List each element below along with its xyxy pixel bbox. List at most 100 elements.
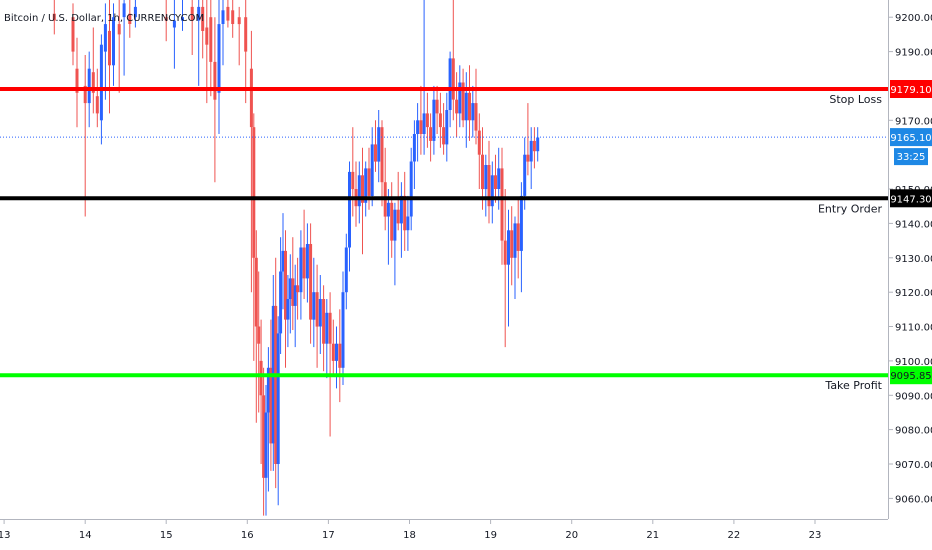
price-axis[interactable]: 9060.00 9070.00 9080.00 9090.00 9100.00 9110.… — [889, 13, 932, 505]
candle[interactable] — [299, 230, 303, 320]
candle[interactable] — [112, 3, 115, 86]
candle[interactable] — [416, 103, 420, 162]
candle[interactable] — [477, 113, 481, 189]
candle[interactable] — [399, 182, 403, 258]
candle[interactable] — [351, 127, 355, 217]
candle[interactable] — [519, 182, 523, 293]
candle[interactable] — [305, 223, 309, 303]
candle[interactable] — [318, 275, 322, 354]
candle[interactable] — [252, 113, 256, 361]
candle[interactable] — [322, 285, 326, 372]
candle[interactable] — [383, 147, 387, 231]
candle[interactable] — [348, 161, 351, 272]
candle[interactable] — [75, 37, 79, 128]
candle[interactable] — [296, 257, 300, 320]
candle[interactable] — [409, 147, 413, 231]
candle[interactable] — [281, 213, 285, 310]
candle[interactable] — [286, 275, 290, 348]
candle[interactable] — [494, 154, 497, 203]
candle[interactable] — [429, 113, 433, 162]
candle[interactable] — [201, 0, 205, 59]
candle[interactable] — [128, 0, 132, 38]
candle[interactable] — [221, 0, 225, 66]
candle[interactable] — [361, 147, 364, 255]
candle[interactable] — [442, 103, 446, 155]
candle[interactable] — [464, 72, 468, 148]
candle[interactable] — [536, 127, 540, 162]
candle[interactable] — [390, 182, 394, 258]
candle[interactable] — [455, 72, 459, 138]
candle[interactable] — [328, 292, 332, 437]
candle[interactable] — [468, 65, 471, 141]
candle[interactable] — [197, 0, 201, 86]
candle[interactable] — [471, 85, 475, 138]
candle[interactable] — [288, 254, 292, 334]
candle[interactable] — [259, 319, 263, 464]
candle[interactable] — [435, 85, 439, 134]
candle[interactable] — [117, 0, 121, 93]
candle[interactable] — [396, 171, 400, 231]
candle[interactable] — [341, 271, 345, 386]
candle[interactable] — [244, 0, 248, 104]
candle[interactable] — [497, 147, 501, 210]
candle[interactable] — [432, 85, 436, 155]
candle[interactable] — [266, 347, 270, 492]
candle[interactable] — [291, 237, 295, 330]
candle[interactable] — [293, 264, 297, 348]
candle[interactable] — [95, 68, 99, 128]
candle[interactable] — [249, 30, 253, 293]
candle[interactable] — [209, 0, 213, 97]
candle[interactable] — [419, 85, 423, 155]
candle[interactable] — [309, 223, 313, 344]
candle[interactable] — [344, 233, 348, 310]
candle[interactable] — [133, 0, 137, 28]
candle[interactable] — [526, 103, 530, 176]
candle[interactable] — [458, 65, 462, 128]
candle[interactable] — [269, 319, 273, 471]
candle[interactable] — [370, 127, 374, 207]
candle[interactable] — [205, 0, 209, 104]
candle[interactable] — [254, 230, 258, 423]
candle[interactable] — [284, 230, 287, 368]
candle[interactable] — [325, 299, 329, 379]
candle[interactable] — [474, 68, 478, 145]
candle[interactable] — [264, 385, 268, 516]
candle[interactable] — [461, 68, 465, 128]
candle[interactable] — [231, 0, 235, 38]
candle[interactable] — [52, 0, 56, 35]
candle[interactable] — [213, 17, 217, 183]
candle[interactable] — [71, 3, 75, 66]
candle[interactable] — [422, 0, 426, 155]
candle[interactable] — [315, 264, 319, 368]
candle[interactable] — [181, 0, 184, 31]
candle[interactable] — [374, 120, 377, 172]
candle[interactable] — [103, 3, 107, 100]
candle[interactable] — [279, 237, 283, 354]
candle[interactable] — [532, 127, 536, 169]
time-axis[interactable]: 13 14 15 16 17 18 19 20 21 22 23 — [0, 520, 821, 541]
candle[interactable] — [108, 0, 111, 114]
candle[interactable] — [331, 319, 335, 375]
candle[interactable] — [354, 161, 358, 227]
candle[interactable] — [377, 110, 381, 183]
candle[interactable] — [357, 161, 361, 224]
candle[interactable] — [445, 92, 449, 162]
candle[interactable] — [451, 0, 455, 121]
candle[interactable] — [484, 154, 488, 217]
candle[interactable] — [510, 206, 514, 286]
candle[interactable] — [393, 202, 397, 286]
candle[interactable] — [386, 189, 390, 265]
candle[interactable] — [276, 316, 280, 506]
candle[interactable] — [503, 189, 507, 348]
candle[interactable] — [122, 0, 126, 76]
candle[interactable] — [237, 6, 241, 66]
candle[interactable] — [507, 209, 510, 327]
candle[interactable] — [338, 309, 342, 403]
candle[interactable] — [516, 199, 520, 279]
candle[interactable] — [217, 0, 221, 134]
candle[interactable] — [438, 92, 442, 148]
candle[interactable] — [164, 0, 168, 42]
candle[interactable] — [529, 127, 533, 189]
candle[interactable] — [312, 257, 316, 348]
candle[interactable] — [425, 92, 429, 148]
